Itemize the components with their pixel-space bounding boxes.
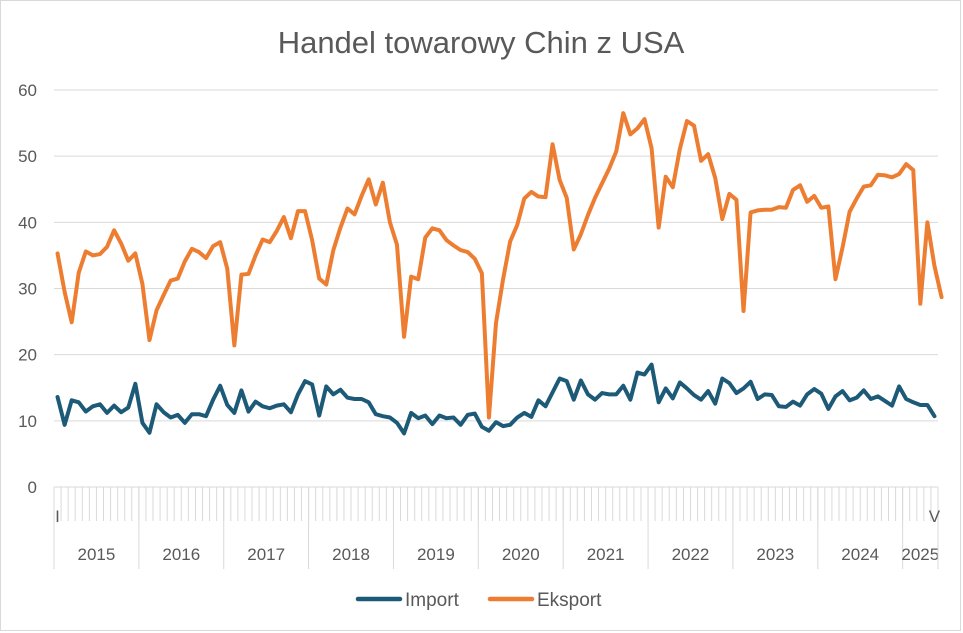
y-axis: 0 10 20 30 40 50 60 <box>18 81 37 497</box>
y-tick-label-0: 0 <box>28 478 37 497</box>
year-label-2017: 2017 <box>247 545 285 564</box>
year-label-2019: 2019 <box>417 545 455 564</box>
series-lines <box>55 111 944 436</box>
chart-title: Handel towarowy Chin z USA <box>278 25 685 60</box>
year-label-2023: 2023 <box>756 545 794 564</box>
y-tick-label-10: 10 <box>18 412 37 431</box>
year-label-2018: 2018 <box>332 545 370 564</box>
year-label-2025: 2025 <box>901 545 939 564</box>
y-tick-label-40: 40 <box>18 213 37 232</box>
series-line-import <box>55 362 937 436</box>
y-tick-label-60: 60 <box>18 81 37 100</box>
y-tick-label-50: 50 <box>18 147 37 166</box>
y-tick-label-20: 20 <box>18 346 37 365</box>
year-label-2015: 2015 <box>78 545 116 564</box>
year-label-2021: 2021 <box>587 545 625 564</box>
series-line-eksport <box>55 111 944 420</box>
y-tick-label-30: 30 <box>18 280 37 299</box>
year-label-2020: 2020 <box>502 545 540 564</box>
legend: Import Eksport <box>355 590 602 611</box>
gridlines <box>54 89 938 488</box>
x-axis: 2015 2016 2017 2018 2019 2020 2021 2022 2023 2024… <box>53 486 941 569</box>
month-label-start: I <box>55 507 60 526</box>
month-label-end: V <box>929 507 941 526</box>
legend-label-eksport: Eksport <box>537 590 602 611</box>
year-label-2016: 2016 <box>162 545 200 564</box>
legend-label-import: Import <box>405 590 460 611</box>
year-label-2022: 2022 <box>672 545 710 564</box>
year-label-2024: 2024 <box>841 545 879 564</box>
